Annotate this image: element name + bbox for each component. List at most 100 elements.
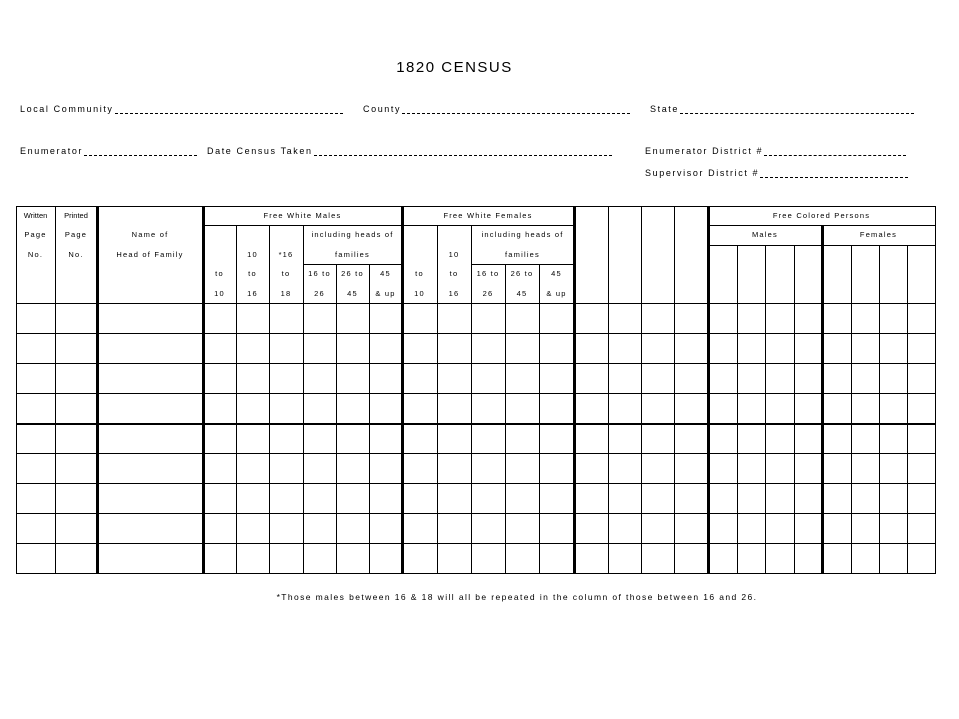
table-cell[interactable]	[610, 365, 640, 392]
table-cell[interactable]	[338, 305, 368, 332]
table-cell[interactable]	[853, 545, 878, 572]
table-cell[interactable]	[305, 425, 335, 452]
table-cell[interactable]	[238, 515, 268, 542]
table-cell[interactable]	[824, 305, 850, 332]
table-cell[interactable]	[796, 425, 821, 452]
table-cell[interactable]	[739, 395, 764, 422]
table-cell[interactable]	[338, 485, 368, 512]
table-cell[interactable]	[909, 515, 934, 542]
date-taken-field[interactable]: Date Census Taken	[207, 146, 612, 156]
table-cell[interactable]	[507, 425, 538, 452]
table-cell[interactable]	[371, 545, 401, 572]
table-cell[interactable]	[909, 425, 934, 452]
table-cell[interactable]	[576, 455, 607, 482]
table-cell[interactable]	[767, 305, 793, 332]
table-cell[interactable]	[576, 305, 607, 332]
table-cell[interactable]	[371, 425, 401, 452]
table-cell[interactable]	[739, 485, 764, 512]
table-cell[interactable]	[710, 305, 736, 332]
table-cell[interactable]	[739, 425, 764, 452]
table-cell[interactable]	[99, 395, 202, 422]
table-cell[interactable]	[541, 515, 573, 542]
table-cell[interactable]	[238, 365, 268, 392]
table-cell[interactable]	[305, 305, 335, 332]
table-cell[interactable]	[710, 545, 736, 572]
table-cell[interactable]	[404, 335, 436, 362]
table-cell[interactable]	[507, 395, 538, 422]
table-cell[interactable]	[767, 455, 793, 482]
table-cell[interactable]	[473, 545, 504, 572]
table-cell[interactable]	[643, 335, 673, 362]
table-cell[interactable]	[881, 455, 906, 482]
table-cell[interactable]	[99, 365, 202, 392]
table-cell[interactable]	[881, 395, 906, 422]
table-cell[interactable]	[507, 485, 538, 512]
table-cell[interactable]	[739, 305, 764, 332]
table-cell[interactable]	[796, 365, 821, 392]
table-cell[interactable]	[767, 425, 793, 452]
table-cell[interactable]	[18, 395, 54, 422]
table-cell[interactable]	[439, 455, 470, 482]
table-cell[interactable]	[338, 365, 368, 392]
table-cell[interactable]	[643, 515, 673, 542]
table-cell[interactable]	[99, 455, 202, 482]
table-cell[interactable]	[473, 365, 504, 392]
table-cell[interactable]	[473, 395, 504, 422]
local-community-input[interactable]	[114, 104, 343, 114]
table-cell[interactable]	[271, 425, 302, 452]
table-cell[interactable]	[57, 365, 96, 392]
table-cell[interactable]	[305, 395, 335, 422]
table-cell[interactable]	[541, 305, 573, 332]
table-cell[interactable]	[338, 335, 368, 362]
table-cell[interactable]	[881, 515, 906, 542]
table-cell[interactable]	[541, 545, 573, 572]
table-cell[interactable]	[796, 515, 821, 542]
table-cell[interactable]	[739, 545, 764, 572]
table-cell[interactable]	[271, 335, 302, 362]
table-cell[interactable]	[824, 335, 850, 362]
table-cell[interactable]	[473, 425, 504, 452]
table-cell[interactable]	[18, 515, 54, 542]
table-cell[interactable]	[710, 335, 736, 362]
table-cell[interactable]	[710, 395, 736, 422]
table-cell[interactable]	[205, 515, 235, 542]
table-cell[interactable]	[205, 365, 235, 392]
table-cell[interactable]	[18, 455, 54, 482]
table-cell[interactable]	[507, 515, 538, 542]
table-cell[interactable]	[473, 455, 504, 482]
table-cell[interactable]	[305, 515, 335, 542]
table-cell[interactable]	[371, 305, 401, 332]
table-cell[interactable]	[338, 395, 368, 422]
table-cell[interactable]	[238, 425, 268, 452]
table-cell[interactable]	[853, 305, 878, 332]
table-cell[interactable]	[305, 335, 335, 362]
table-cell[interactable]	[576, 395, 607, 422]
state-input[interactable]	[680, 104, 915, 114]
table-cell[interactable]	[541, 335, 573, 362]
table-cell[interactable]	[676, 395, 707, 422]
table-cell[interactable]	[853, 485, 878, 512]
table-cell[interactable]	[643, 545, 673, 572]
table-cell[interactable]	[305, 485, 335, 512]
table-cell[interactable]	[439, 335, 470, 362]
enumerator-input[interactable]	[84, 146, 198, 156]
table-cell[interactable]	[271, 365, 302, 392]
table-cell[interactable]	[824, 455, 850, 482]
table-cell[interactable]	[205, 485, 235, 512]
table-cell[interactable]	[610, 305, 640, 332]
table-cell[interactable]	[404, 455, 436, 482]
table-cell[interactable]	[710, 515, 736, 542]
table-cell[interactable]	[99, 425, 202, 452]
table-cell[interactable]	[238, 545, 268, 572]
table-cell[interactable]	[767, 365, 793, 392]
table-cell[interactable]	[676, 455, 707, 482]
table-cell[interactable]	[576, 545, 607, 572]
table-cell[interactable]	[824, 545, 850, 572]
table-cell[interactable]	[824, 485, 850, 512]
table-cell[interactable]	[767, 335, 793, 362]
table-cell[interactable]	[824, 425, 850, 452]
table-cell[interactable]	[99, 335, 202, 362]
table-cell[interactable]	[643, 425, 673, 452]
table-cell[interactable]	[610, 455, 640, 482]
table-cell[interactable]	[610, 395, 640, 422]
